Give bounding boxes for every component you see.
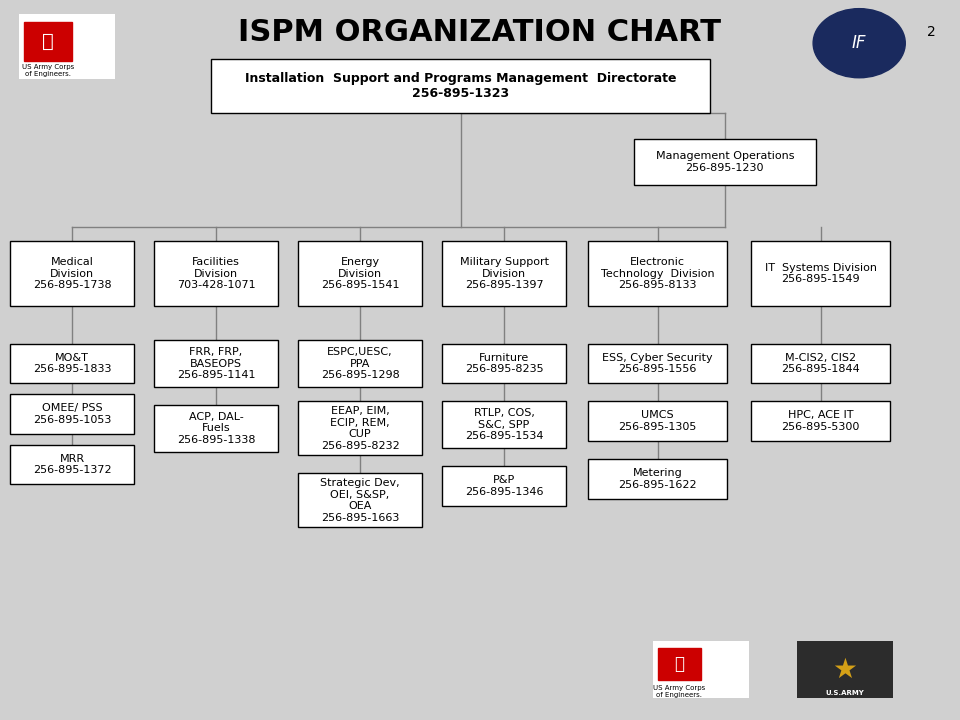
Text: EEAP, EIM,
ECIP, REM,
CUP
256-895-8232: EEAP, EIM, ECIP, REM, CUP 256-895-8232	[321, 406, 399, 451]
FancyBboxPatch shape	[442, 344, 566, 384]
FancyBboxPatch shape	[298, 241, 422, 306]
Text: IF: IF	[852, 35, 867, 53]
Text: RTLP, COS,
S&C, SPP
256-895-1534: RTLP, COS, S&C, SPP 256-895-1534	[465, 408, 543, 441]
Text: U.S.ARMY: U.S.ARMY	[826, 690, 864, 696]
Text: Installation  Support and Programs Management  Directorate
256-895-1323: Installation Support and Programs Manage…	[245, 73, 677, 100]
Text: IT  Systems Division
256-895-1549: IT Systems Division 256-895-1549	[765, 263, 876, 284]
Text: HPC, ACE IT
256-895-5300: HPC, ACE IT 256-895-5300	[781, 410, 860, 432]
FancyBboxPatch shape	[10, 344, 134, 384]
Text: ACP, DAL-
Fuels
256-895-1338: ACP, DAL- Fuels 256-895-1338	[177, 412, 255, 445]
FancyBboxPatch shape	[588, 241, 728, 306]
Text: Metering
256-895-1622: Metering 256-895-1622	[618, 468, 697, 490]
FancyBboxPatch shape	[211, 60, 710, 114]
FancyBboxPatch shape	[154, 340, 278, 387]
FancyBboxPatch shape	[653, 641, 749, 698]
Text: FRR, FRP,
BASEOPS
256-895-1141: FRR, FRP, BASEOPS 256-895-1141	[177, 347, 255, 380]
FancyBboxPatch shape	[751, 402, 891, 441]
Text: US Army Corps
of Engineers.: US Army Corps of Engineers.	[22, 64, 74, 77]
Text: Energy
Division
256-895-1541: Energy Division 256-895-1541	[321, 257, 399, 290]
FancyBboxPatch shape	[751, 344, 891, 384]
FancyBboxPatch shape	[588, 402, 728, 441]
FancyBboxPatch shape	[797, 641, 893, 698]
FancyBboxPatch shape	[298, 474, 422, 527]
Text: Medical
Division
256-895-1738: Medical Division 256-895-1738	[33, 257, 111, 290]
FancyBboxPatch shape	[24, 22, 72, 61]
Text: Strategic Dev,
OEI, S&SP,
OEA
256-895-1663: Strategic Dev, OEI, S&SP, OEA 256-895-16…	[321, 478, 399, 523]
FancyBboxPatch shape	[751, 241, 891, 306]
Text: Furniture
256-895-8235: Furniture 256-895-8235	[465, 353, 543, 374]
FancyBboxPatch shape	[588, 459, 728, 499]
FancyBboxPatch shape	[10, 241, 134, 306]
FancyBboxPatch shape	[634, 138, 816, 186]
FancyBboxPatch shape	[10, 445, 134, 485]
Text: ISPM ORGANIZATION CHART: ISPM ORGANIZATION CHART	[238, 18, 722, 47]
FancyBboxPatch shape	[588, 344, 728, 384]
Text: Electronic
Technology  Division
256-895-8133: Electronic Technology Division 256-895-8…	[601, 257, 714, 290]
Text: US Army Corps
of Engineers.: US Army Corps of Engineers.	[653, 685, 705, 698]
Text: Facilities
Division
703-428-1071: Facilities Division 703-428-1071	[177, 257, 255, 290]
FancyBboxPatch shape	[19, 14, 115, 79]
Text: UMCS
256-895-1305: UMCS 256-895-1305	[618, 410, 697, 432]
FancyBboxPatch shape	[442, 467, 566, 506]
Text: ESPC,UESC,
PPA
256-895-1298: ESPC,UESC, PPA 256-895-1298	[321, 347, 399, 380]
Text: M-CIS2, CIS2
256-895-1844: M-CIS2, CIS2 256-895-1844	[781, 353, 860, 374]
Text: ★: ★	[832, 656, 857, 683]
Text: ⛫: ⛫	[674, 655, 684, 672]
Circle shape	[813, 9, 905, 78]
Text: ESS, Cyber Security
256-895-1556: ESS, Cyber Security 256-895-1556	[602, 353, 713, 374]
Text: ⛫: ⛫	[42, 32, 54, 50]
Text: Management Operations
256-895-1230: Management Operations 256-895-1230	[656, 151, 794, 173]
FancyBboxPatch shape	[442, 402, 566, 448]
FancyBboxPatch shape	[658, 648, 701, 680]
Text: 2: 2	[927, 25, 936, 39]
Text: MRR
256-895-1372: MRR 256-895-1372	[33, 454, 111, 475]
FancyBboxPatch shape	[154, 405, 278, 452]
FancyBboxPatch shape	[10, 395, 134, 433]
FancyBboxPatch shape	[298, 340, 422, 387]
Text: MO&T
256-895-1833: MO&T 256-895-1833	[33, 353, 111, 374]
FancyBboxPatch shape	[298, 402, 422, 456]
Text: Military Support
Division
256-895-1397: Military Support Division 256-895-1397	[460, 257, 548, 290]
Text: P&P
256-895-1346: P&P 256-895-1346	[465, 475, 543, 497]
FancyBboxPatch shape	[154, 241, 278, 306]
FancyBboxPatch shape	[442, 241, 566, 306]
Text: OMEE/ PSS
256-895-1053: OMEE/ PSS 256-895-1053	[33, 403, 111, 425]
